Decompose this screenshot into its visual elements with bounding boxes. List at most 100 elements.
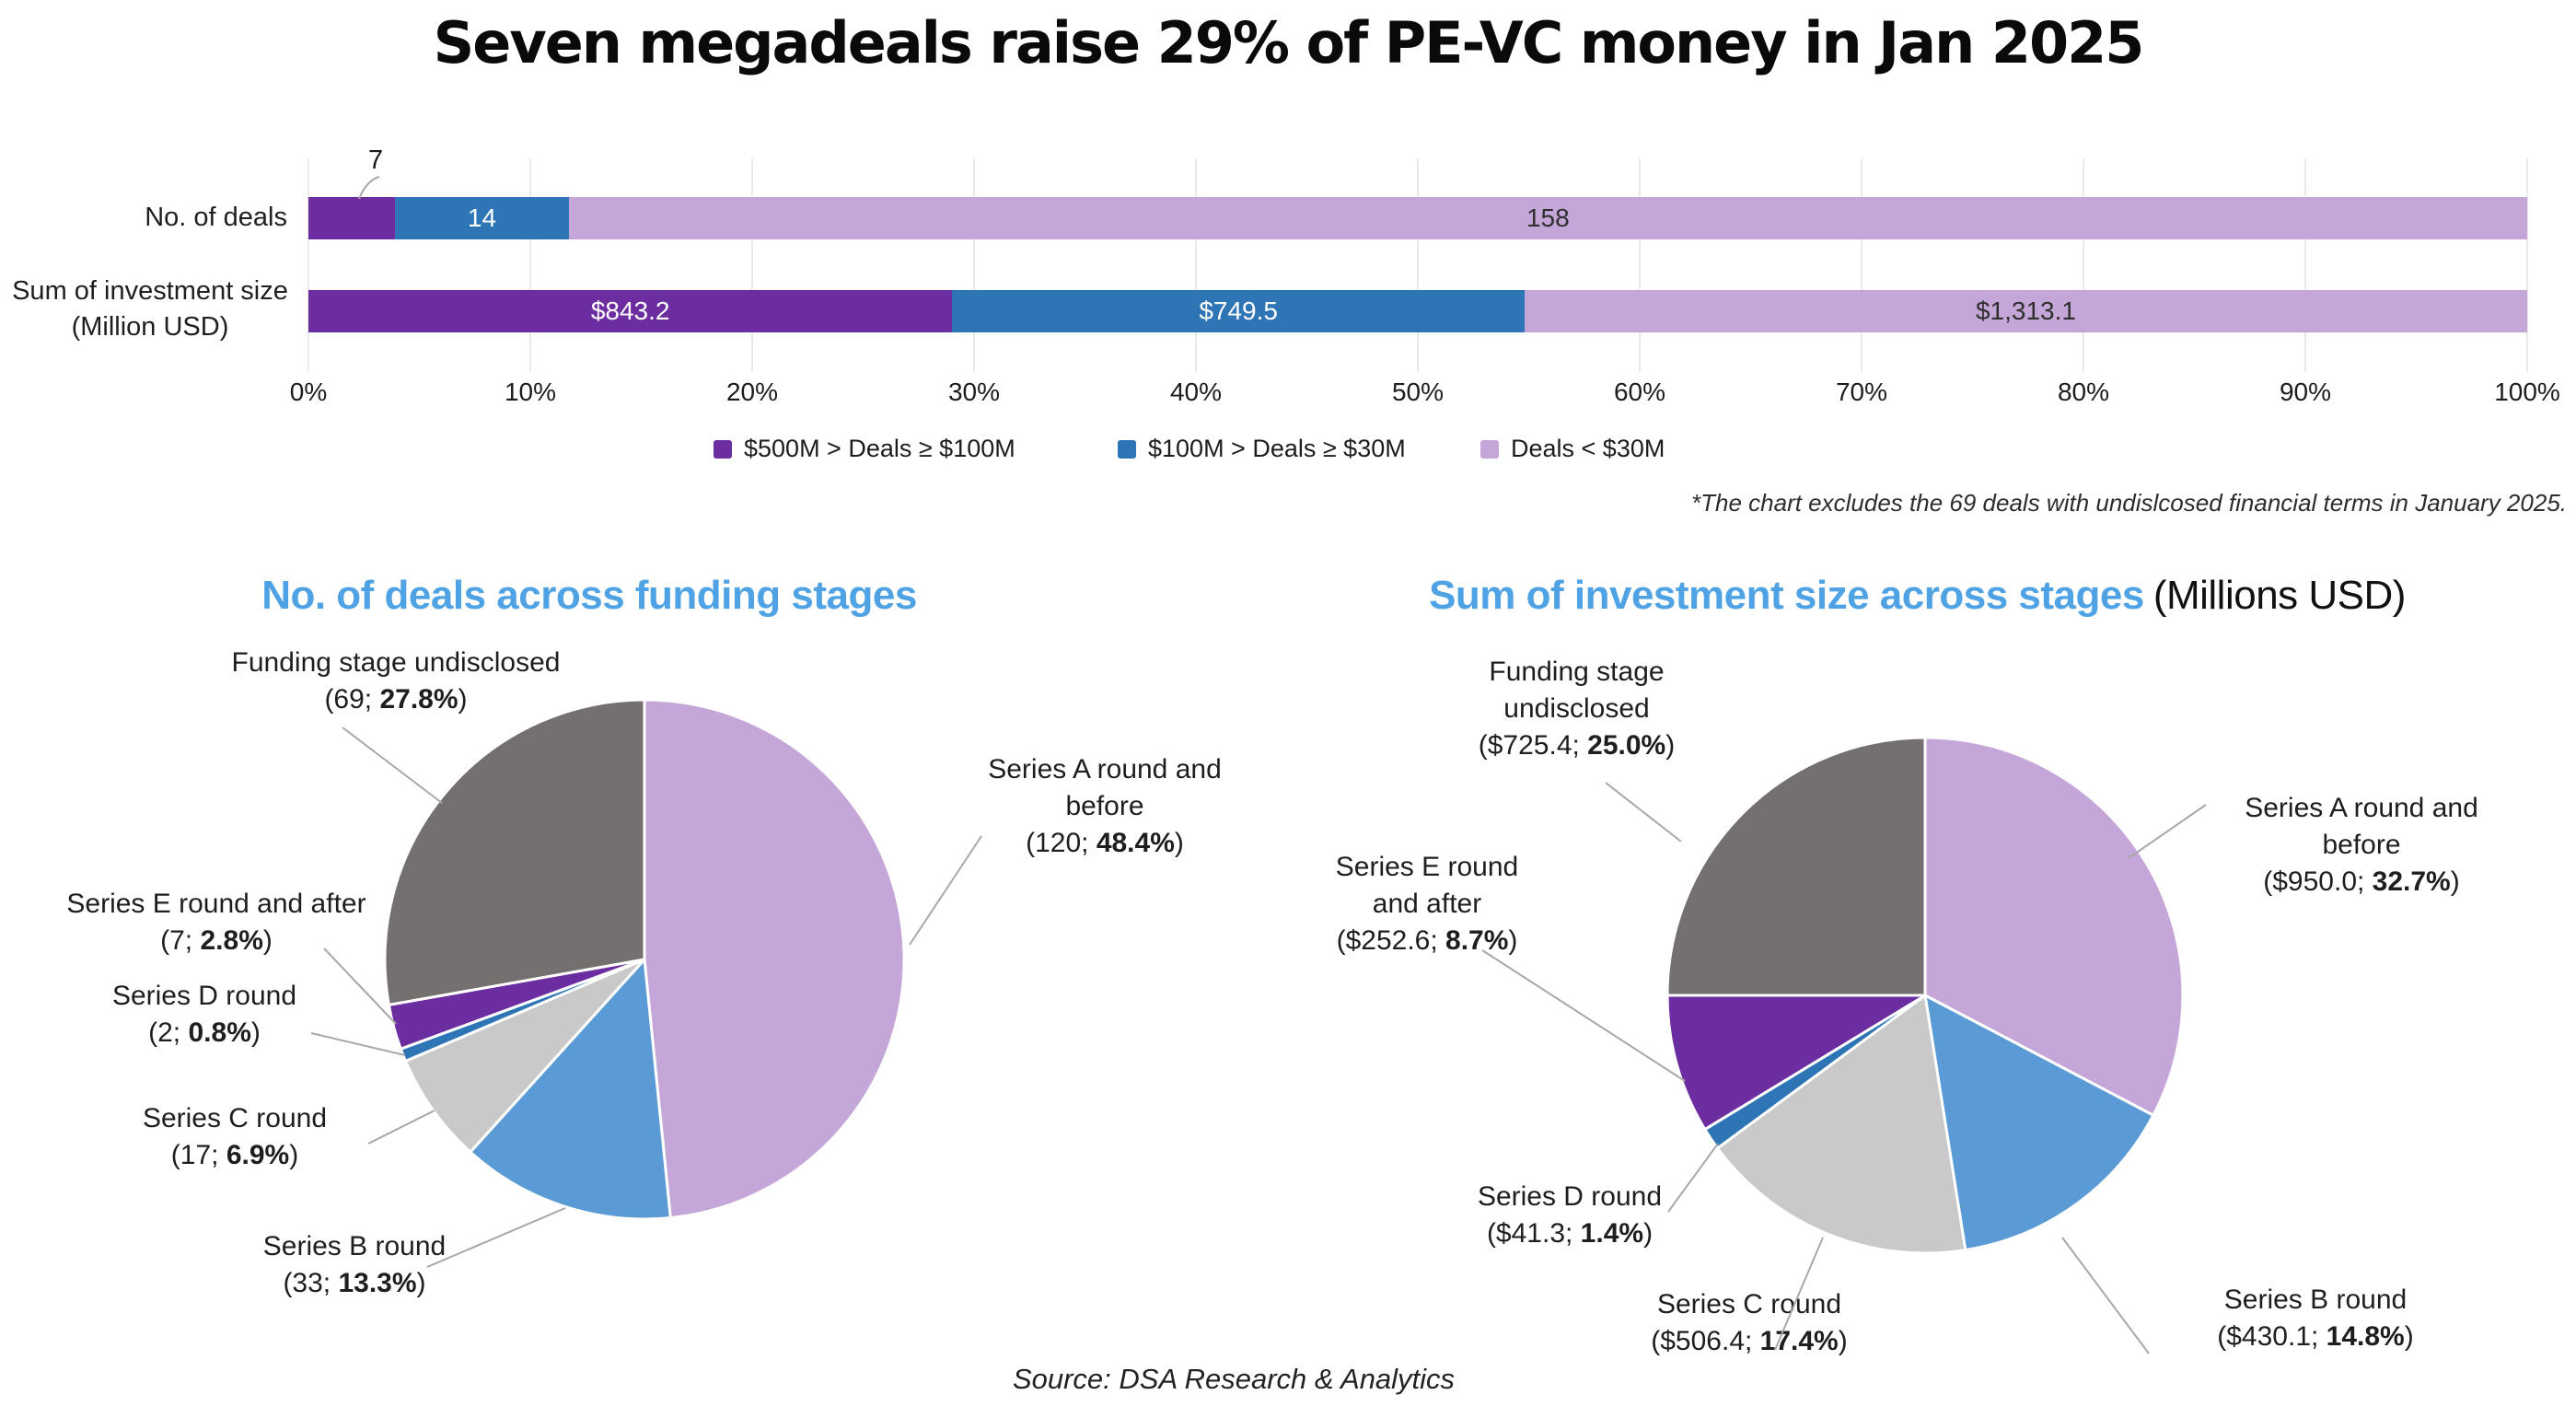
- value-pre: (33;: [283, 1268, 339, 1298]
- label-line: Series A round and: [988, 754, 1222, 785]
- value-pct: 17.4%: [1759, 1326, 1839, 1356]
- x-gridline: [1195, 158, 1197, 372]
- bar-value-label: $1,313.1: [1975, 296, 2076, 325]
- pie2-label-funding-stage-undisclosed: Funding stage undisclosed ($725.4; 25.0%): [1436, 654, 1717, 764]
- value-pct: 14.8%: [2326, 1321, 2405, 1352]
- bar-category-label-no-of-deals: No. of deals: [0, 200, 287, 236]
- label-line: Series E round and after: [66, 889, 366, 919]
- pie-slice-series-b-round: [469, 958, 672, 1221]
- pie2-label-series-d: Series D round ($41.3; 1.4%): [1427, 1179, 1712, 1252]
- x-axis-tick-label: 50%: [1391, 378, 1445, 406]
- bar-segment: $1,313.1: [1524, 290, 2527, 332]
- bar-category-line: Sum of investment size: [12, 276, 288, 306]
- bar-segment: 14: [395, 197, 569, 239]
- x-axis-tick-label: 60%: [1613, 378, 1666, 406]
- pie1-no-of-deals: [383, 698, 906, 1221]
- value-pct: 1.4%: [1580, 1218, 1644, 1249]
- value-pre: ($252.6;: [1336, 925, 1446, 956]
- legend-item: $100M > Deals ≥ $30M: [1118, 435, 1406, 463]
- label-value: ($41.3; 1.4%): [1427, 1215, 1712, 1252]
- bar-legend: $500M > Deals ≥ $100M $100M > Deals ≥ $30…: [0, 435, 2576, 466]
- value-pre: (120;: [1026, 828, 1097, 858]
- x-axis-tick-label: 40%: [1169, 378, 1223, 406]
- label-value: ($506.4; 17.4%): [1602, 1323, 1897, 1360]
- bar-callout-value: 7: [368, 145, 384, 175]
- pie2-label-series-a: Series A round and before ($950.0; 32.7%): [2210, 790, 2513, 901]
- bar-row-investment-size: $843.2 $749.5 $1,313.1: [308, 290, 2527, 332]
- bar-row-no-of-deals: 14 158: [308, 197, 2527, 239]
- legend-item: Deals < $30M: [1480, 435, 1665, 463]
- value-post: ): [1508, 925, 1518, 956]
- pie1-label-series-c: Series C round (17; 6.9%): [60, 1100, 410, 1174]
- bar-plot-gridlines: [307, 158, 2528, 372]
- pie2-label-series-b: Series B round ($430.1; 14.8%): [2168, 1282, 2463, 1355]
- value-post: ): [262, 925, 273, 956]
- x-gridline: [307, 158, 309, 372]
- bar-category-label-investment-size: Sum of investment size (Million USD): [0, 273, 300, 345]
- label-value: ($725.4; 25.0%): [1436, 727, 1717, 764]
- value-pre: (7;: [160, 925, 201, 956]
- label-line: Funding stage: [1489, 657, 1665, 687]
- pie-slice-series-a-round-and-before: [643, 698, 906, 1220]
- value-pct: 27.8%: [379, 684, 458, 715]
- value-post: ): [458, 684, 468, 715]
- value-pre: (69;: [324, 684, 380, 715]
- page-title: Seven megadeals raise 29% of PE-VC money…: [433, 9, 2145, 76]
- bar-value-label: $843.2: [590, 296, 670, 325]
- x-gridline: [1639, 158, 1641, 372]
- value-pre: ($725.4;: [1478, 730, 1588, 761]
- pie1-label-series-b: Series B round (33; 13.3%): [170, 1228, 539, 1302]
- bar-value-label: 14: [467, 203, 497, 232]
- pie1-title: No. of deals across funding stages: [0, 573, 1178, 619]
- bar-category-line: (Million USD): [71, 312, 229, 342]
- label-value: (7; 2.8%): [23, 923, 410, 959]
- value-pct: 6.9%: [226, 1140, 290, 1170]
- label-value: (17; 6.9%): [60, 1137, 410, 1174]
- x-gridline: [751, 158, 753, 372]
- legend-label: $500M > Deals ≥ $100M: [744, 435, 1015, 462]
- legend-label: Deals < $30M: [1511, 435, 1665, 462]
- label-value: (33; 13.3%): [170, 1265, 539, 1302]
- bar-segment: 158: [568, 197, 2527, 239]
- legend-swatch: [1480, 439, 1499, 459]
- value-post: ): [416, 1268, 426, 1298]
- x-gridline: [2083, 158, 2084, 372]
- pie-slice-funding-stage-undisclosed: [1665, 736, 1927, 997]
- label-value: ($950.0; 32.7%): [2210, 864, 2513, 901]
- pie2-title: Sum of investment size across stages (Mil…: [1271, 573, 2564, 619]
- value-post: ): [289, 1140, 299, 1170]
- pie2-investment-size: [1665, 736, 2185, 1255]
- source-credit: Source: DSA Research & Analytics: [1012, 1363, 1456, 1395]
- value-pct: 0.8%: [188, 1017, 251, 1048]
- pie-slice-series-c-round: [1716, 994, 1967, 1255]
- pie2-label-series-c: Series C round ($506.4; 17.4%): [1602, 1286, 1897, 1360]
- value-pre: (2;: [148, 1017, 189, 1048]
- bar-segment: $749.5: [952, 290, 1525, 332]
- x-axis-tick-label: 70%: [1835, 378, 1888, 406]
- x-gridline: [529, 158, 531, 372]
- pie2-label-series-e: Series E round and after ($252.6; 8.7%): [1289, 849, 1565, 959]
- pie1-label-funding-stage-undisclosed: Funding stage undisclosed (69; 27.8%): [143, 645, 649, 718]
- value-pct: 2.8%: [200, 925, 263, 956]
- value-pre: ($41.3;: [1486, 1218, 1581, 1249]
- value-pct: 13.3%: [338, 1268, 417, 1298]
- bar-category-line: No. of deals: [145, 203, 287, 232]
- pie1-label-series-a: Series A round and before (120; 48.4%): [875, 751, 1335, 862]
- value-pre: ($430.1;: [2217, 1321, 2327, 1352]
- chart-footnote: *The chart excludes the 69 deals with un…: [1691, 489, 2567, 517]
- value-pre: (17;: [170, 1140, 226, 1170]
- pie-slice-series-b-round: [1923, 994, 2155, 1252]
- pie1-title-text: No. of deals across funding stages: [261, 573, 917, 618]
- legend-label: $100M > Deals ≥ $30M: [1148, 435, 1406, 462]
- pie2-title-text: Sum of investment size across stages: [1429, 573, 2144, 618]
- value-post: ): [250, 1017, 261, 1048]
- value-post: ): [2450, 866, 2460, 897]
- label-line: Series E round: [1335, 852, 1519, 882]
- legend-swatch: [1118, 439, 1136, 459]
- pie-slice-funding-stage-undisclosed: [383, 698, 646, 1006]
- label-line: Series D round: [1477, 1181, 1663, 1212]
- legend-swatch: [714, 439, 732, 459]
- x-axis-tick-label: 90%: [2279, 378, 2332, 406]
- x-axis-tick-label: 10%: [504, 378, 557, 406]
